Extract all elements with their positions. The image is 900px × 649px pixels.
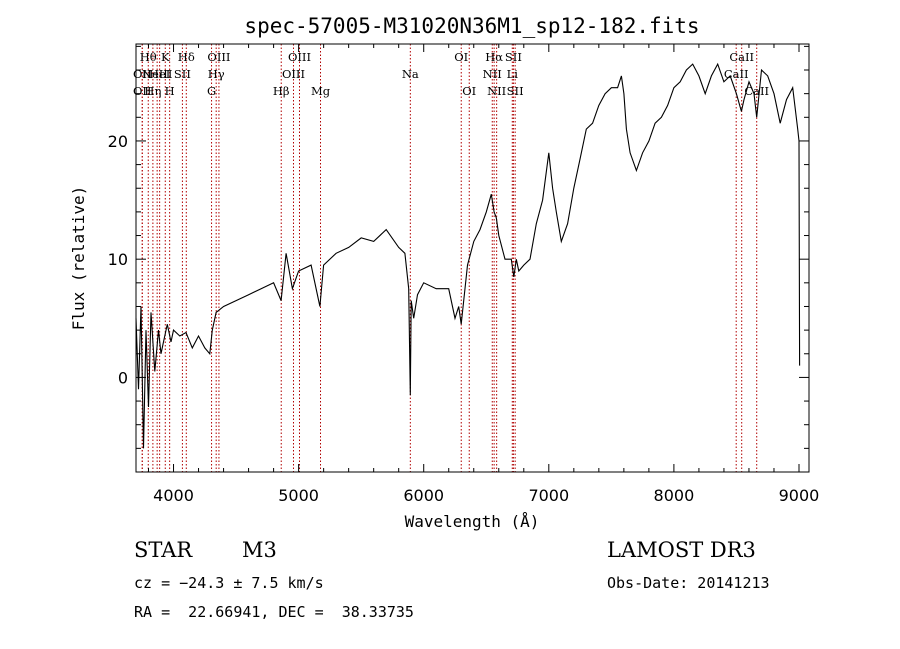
x-tick-label: 8000	[654, 486, 695, 505]
redshift-readout: cz = −24.3 ± 7.5 km/s	[134, 574, 324, 592]
spectral-line-label: SII	[174, 67, 191, 81]
spectral-line-label: Mg	[311, 84, 331, 98]
spectral-line-labels: OIIOIIHθHηNeIIIHeIKHSIIHδGHγOIIIHβOIIIOI…	[133, 50, 769, 98]
spectral-line-label: HeI	[149, 67, 170, 81]
spectral-line-label: Hη	[144, 84, 161, 98]
x-axis-label: Wavelength (Å)	[405, 512, 540, 531]
x-tick-label: 7000	[528, 486, 569, 505]
spectral-line-label: Hα	[485, 50, 503, 64]
spectral-line-label: Hθ	[140, 50, 157, 64]
spectral-line-label: OI	[454, 50, 468, 64]
spectral-line-label: CaII	[729, 50, 754, 64]
object-class: STAR	[134, 538, 193, 562]
spectral-line-label: Hγ	[208, 67, 225, 81]
survey-name: LAMOST DR3	[607, 538, 756, 562]
y-axis-label: Flux (relative)	[69, 186, 88, 331]
spectral-line-label: Hδ	[178, 50, 195, 64]
spectral-line-label: NII	[487, 84, 506, 98]
x-tick-label: 5000	[278, 486, 319, 505]
y-tick-label: 10	[108, 250, 128, 269]
y-tick-label: 0	[118, 368, 128, 387]
spectral-line-label: OII	[133, 84, 152, 98]
y-tick-label: 20	[108, 132, 128, 151]
spectral-line-label: NeIII	[142, 67, 173, 81]
spectral-line-label: NII	[483, 67, 502, 81]
spectral-line-label: OIII	[207, 50, 230, 64]
spectral-line-label: OIII	[282, 67, 305, 81]
spectral-line-label: SII	[507, 84, 524, 98]
y-axis-ticks: 0 10 20	[108, 45, 809, 449]
x-tick-label: 6000	[403, 486, 444, 505]
spectral-line-markers	[141, 44, 758, 472]
spectral-line-label: K	[161, 50, 170, 64]
spectral-line-label: H	[165, 84, 175, 98]
x-tick-label: 9000	[779, 486, 820, 505]
spectral-line-label: CaII	[744, 84, 769, 98]
x-axis-ticks: 4000 5000 6000 7000 8000 9000	[148, 44, 820, 505]
chart-title: spec-57005-M31020N36M1_sp12-182.fits	[244, 14, 699, 38]
spectral-line-label: SII	[505, 50, 522, 64]
x-tick-label: 4000	[153, 486, 194, 505]
spectral-line-label: OIII	[288, 50, 311, 64]
spectrum-series-line	[135, 62, 801, 449]
object-subclass: M3	[242, 538, 277, 562]
spectral-line-label: CaII	[724, 67, 749, 81]
coordinates-readout: RA = 22.66941, DEC = 38.33735	[134, 603, 414, 621]
spectral-line-label: OI	[462, 84, 476, 98]
observation-date: Obs-Date: 20141213	[607, 574, 770, 592]
plot-frame	[135, 43, 810, 473]
spectral-line-label: Hβ	[273, 84, 290, 98]
spectral-line-label: Na	[402, 67, 419, 81]
spectral-line-label: Li	[507, 67, 519, 81]
spectral-line-label: G	[207, 84, 216, 98]
